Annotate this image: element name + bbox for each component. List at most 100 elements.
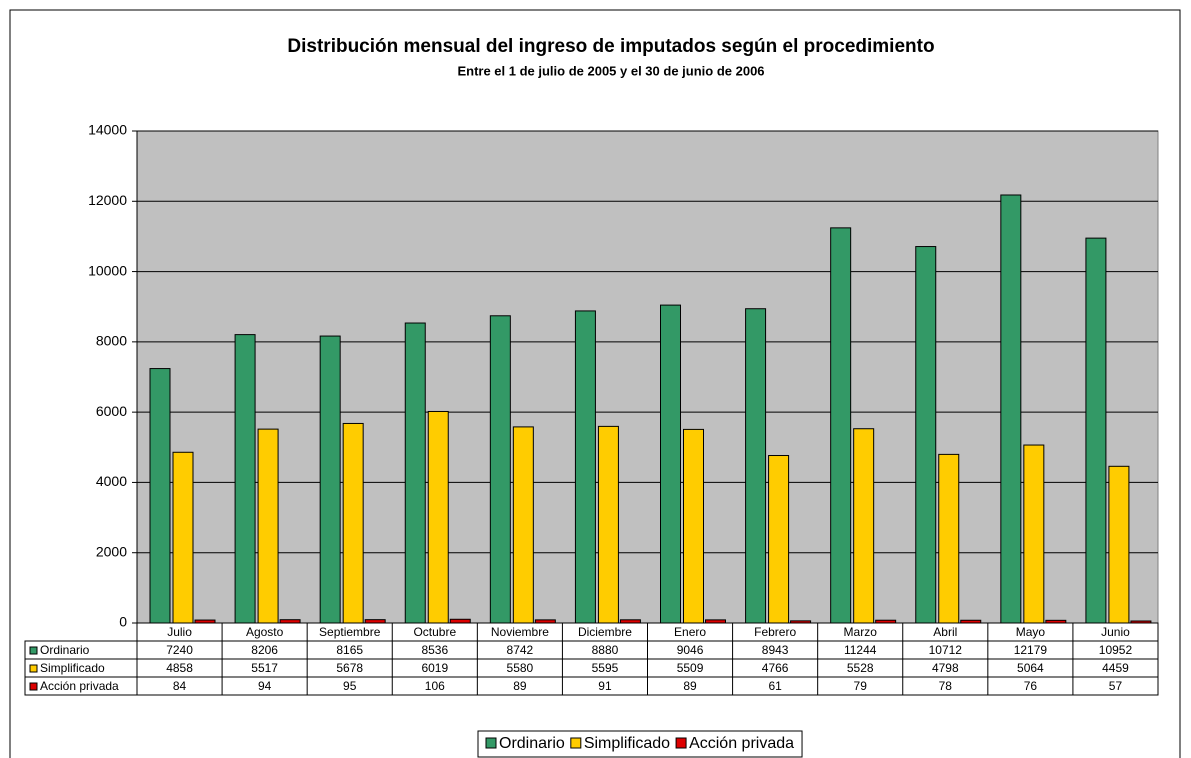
x-tick-label: Marzo xyxy=(844,625,878,639)
plot-area xyxy=(136,130,1159,624)
table-value: 12179 xyxy=(1014,643,1048,657)
bar xyxy=(1000,194,1022,624)
x-tick-label: Agosto xyxy=(246,625,284,639)
bar xyxy=(1108,465,1130,624)
x-tick-label: Junio xyxy=(1101,625,1130,639)
bar xyxy=(597,425,619,624)
bar xyxy=(745,308,767,624)
legend-label: Ordinario xyxy=(499,735,565,752)
y-tick-label: 0 xyxy=(119,614,127,630)
x-tick-label: Febrero xyxy=(754,625,796,639)
table-value: 95 xyxy=(343,679,357,693)
table-row-label: Acción privada xyxy=(40,679,119,693)
bar xyxy=(1045,619,1067,624)
bar xyxy=(619,619,641,624)
bar xyxy=(683,428,704,624)
table-value: 89 xyxy=(683,679,697,693)
x-tick-label: Septiembre xyxy=(319,625,381,639)
table-value: 89 xyxy=(513,679,527,693)
y-tick-label: 10000 xyxy=(88,262,127,278)
bar xyxy=(512,426,534,624)
bar xyxy=(830,227,852,624)
table-value: 5678 xyxy=(336,661,363,675)
table-value: 8742 xyxy=(507,643,534,657)
x-tick-label: Mayo xyxy=(1016,625,1046,639)
table-legend-marker xyxy=(29,646,38,655)
table-value: 4766 xyxy=(762,661,789,675)
table-value: 10952 xyxy=(1099,643,1133,657)
table-value: 11244 xyxy=(844,643,877,657)
y-tick-label: 6000 xyxy=(96,403,127,419)
legend xyxy=(477,730,803,758)
y-tick-label: 14000 xyxy=(88,122,127,138)
bar xyxy=(660,304,681,624)
chart-title: Distribución mensual del ingreso de impu… xyxy=(287,36,934,57)
bar xyxy=(194,619,216,624)
x-tick-label: Noviembre xyxy=(491,625,549,639)
bar xyxy=(875,619,897,624)
table-row-label: Ordinario xyxy=(40,643,90,657)
bar xyxy=(319,335,341,624)
table-value: 4798 xyxy=(932,661,959,675)
table-value: 8165 xyxy=(336,643,363,657)
table-row-label: Simplificado xyxy=(40,661,105,675)
y-tick-label: 2000 xyxy=(96,543,127,559)
table-value: 8536 xyxy=(421,643,448,657)
x-tick-label: Julio xyxy=(167,625,192,639)
bar xyxy=(279,619,301,624)
bar xyxy=(234,334,256,624)
table-value: 4858 xyxy=(166,661,193,675)
bar xyxy=(449,618,471,624)
bar xyxy=(404,322,426,624)
bar xyxy=(1023,444,1045,624)
x-tick-label: Abril xyxy=(933,625,957,639)
bar xyxy=(768,455,790,624)
table-value: 5517 xyxy=(251,661,278,675)
bar xyxy=(427,410,449,624)
bar xyxy=(1085,237,1107,624)
y-tick-label: 4000 xyxy=(96,473,127,489)
x-tick-label: Enero xyxy=(674,625,706,639)
bar xyxy=(915,246,937,624)
bar xyxy=(489,315,511,624)
bar xyxy=(938,453,960,624)
bar xyxy=(790,620,812,624)
legend-label: Simplificado xyxy=(584,735,670,752)
table-value: 79 xyxy=(854,679,868,693)
chart-subtitle: Entre el 1 de julio de 2005 y el 30 de j… xyxy=(457,63,764,78)
bar xyxy=(705,619,726,624)
table-value: 94 xyxy=(258,679,272,693)
table-value: 61 xyxy=(768,679,782,693)
bar xyxy=(172,451,194,624)
legend-marker xyxy=(675,737,687,749)
table-value: 5064 xyxy=(1017,661,1044,675)
table-value: 7240 xyxy=(166,643,193,657)
legend-label: Acción privada xyxy=(689,735,794,752)
table-value: 5580 xyxy=(507,661,534,675)
table-value: 57 xyxy=(1109,679,1123,693)
bar xyxy=(257,428,279,624)
bar xyxy=(853,428,875,624)
table-value: 84 xyxy=(173,679,187,693)
bar xyxy=(574,310,596,624)
x-tick-label: Diciembre xyxy=(578,625,632,639)
bar xyxy=(364,619,386,624)
legend-marker xyxy=(485,737,497,749)
table-value: 6019 xyxy=(421,661,448,675)
table-value: 5509 xyxy=(677,661,704,675)
table-value: 8880 xyxy=(592,643,619,657)
table-legend-marker xyxy=(29,664,38,673)
bar xyxy=(1130,620,1152,624)
table-value: 91 xyxy=(598,679,612,693)
table-value: 8206 xyxy=(251,643,278,657)
legend-marker xyxy=(570,737,582,749)
bar xyxy=(149,368,171,624)
table-value: 10712 xyxy=(929,643,963,657)
table-value: 8943 xyxy=(762,643,789,657)
table-legend-marker xyxy=(29,682,38,691)
bar xyxy=(342,422,364,624)
x-tick-label: Octubre xyxy=(413,625,456,639)
bar xyxy=(534,619,556,624)
table-value: 78 xyxy=(939,679,953,693)
